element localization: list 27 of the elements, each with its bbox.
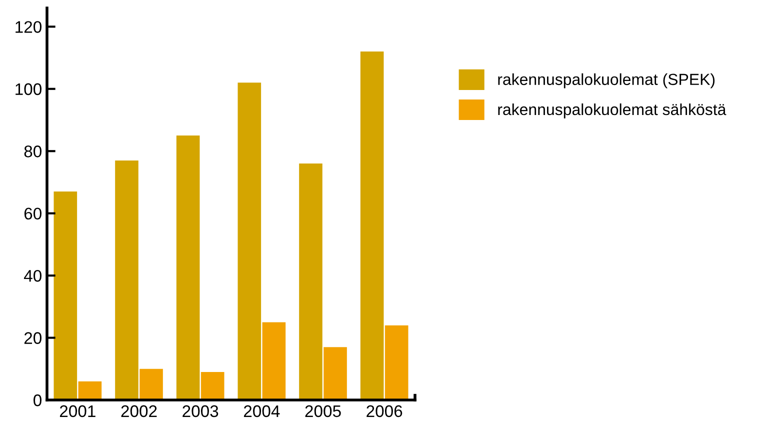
bar xyxy=(262,322,286,400)
y-tick-label: 20 xyxy=(24,332,42,344)
y-tick-label: 120 xyxy=(16,21,42,33)
bar xyxy=(115,160,138,400)
x-tick-label: 2001 xyxy=(60,405,96,418)
y-tick-label: 0 xyxy=(34,394,42,406)
bar xyxy=(324,347,347,400)
bar xyxy=(176,136,200,400)
bar xyxy=(238,82,262,400)
bar xyxy=(78,381,102,400)
x-tick-label: 2004 xyxy=(244,405,280,418)
y-tick-label: 40 xyxy=(24,270,42,282)
x-tick-label: 2002 xyxy=(121,405,157,418)
bar xyxy=(299,164,322,400)
bar xyxy=(200,372,224,400)
y-tick-label: 100 xyxy=(16,83,42,96)
bar xyxy=(140,368,163,400)
bar xyxy=(54,192,78,400)
bar xyxy=(384,325,408,400)
bar xyxy=(360,52,384,400)
x-tick-label: 2006 xyxy=(366,405,402,418)
legend-label: rakennuspalokuolemat sähköstä xyxy=(498,103,726,118)
y-tick-label: 80 xyxy=(24,146,42,158)
x-tick-label: 2005 xyxy=(305,405,341,418)
legend-label: rakennuspalokuolemat (SPEK) xyxy=(498,73,715,88)
y-tick-label: 60 xyxy=(24,208,42,220)
x-tick-label: 2003 xyxy=(182,405,218,418)
